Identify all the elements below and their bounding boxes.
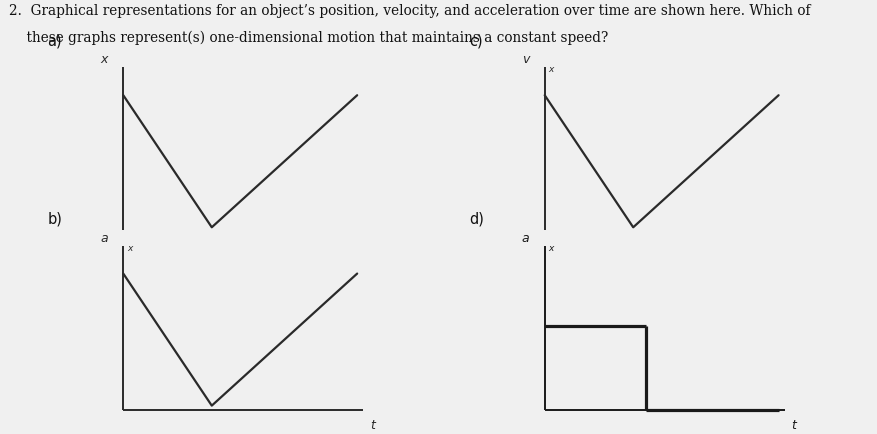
Text: a: a [100,231,108,244]
Text: x: x [548,243,553,252]
Text: v: v [522,53,529,66]
Text: x: x [101,53,108,66]
Text: a: a [521,231,529,244]
Text: t: t [369,240,374,253]
Text: x: x [548,65,553,74]
Text: these graphs represent(s) one-dimensional motion that maintains a constant speed: these graphs represent(s) one-dimensiona… [9,30,608,45]
Text: b): b) [47,211,62,226]
Text: a): a) [47,33,62,48]
Text: t: t [790,418,795,431]
Text: t: t [790,240,795,253]
Text: c): c) [468,33,482,48]
Text: 2.  Graphical representations for an object’s position, velocity, and accelerati: 2. Graphical representations for an obje… [9,4,809,18]
Text: x: x [127,243,132,252]
Text: d): d) [468,211,483,226]
Text: t: t [369,418,374,431]
